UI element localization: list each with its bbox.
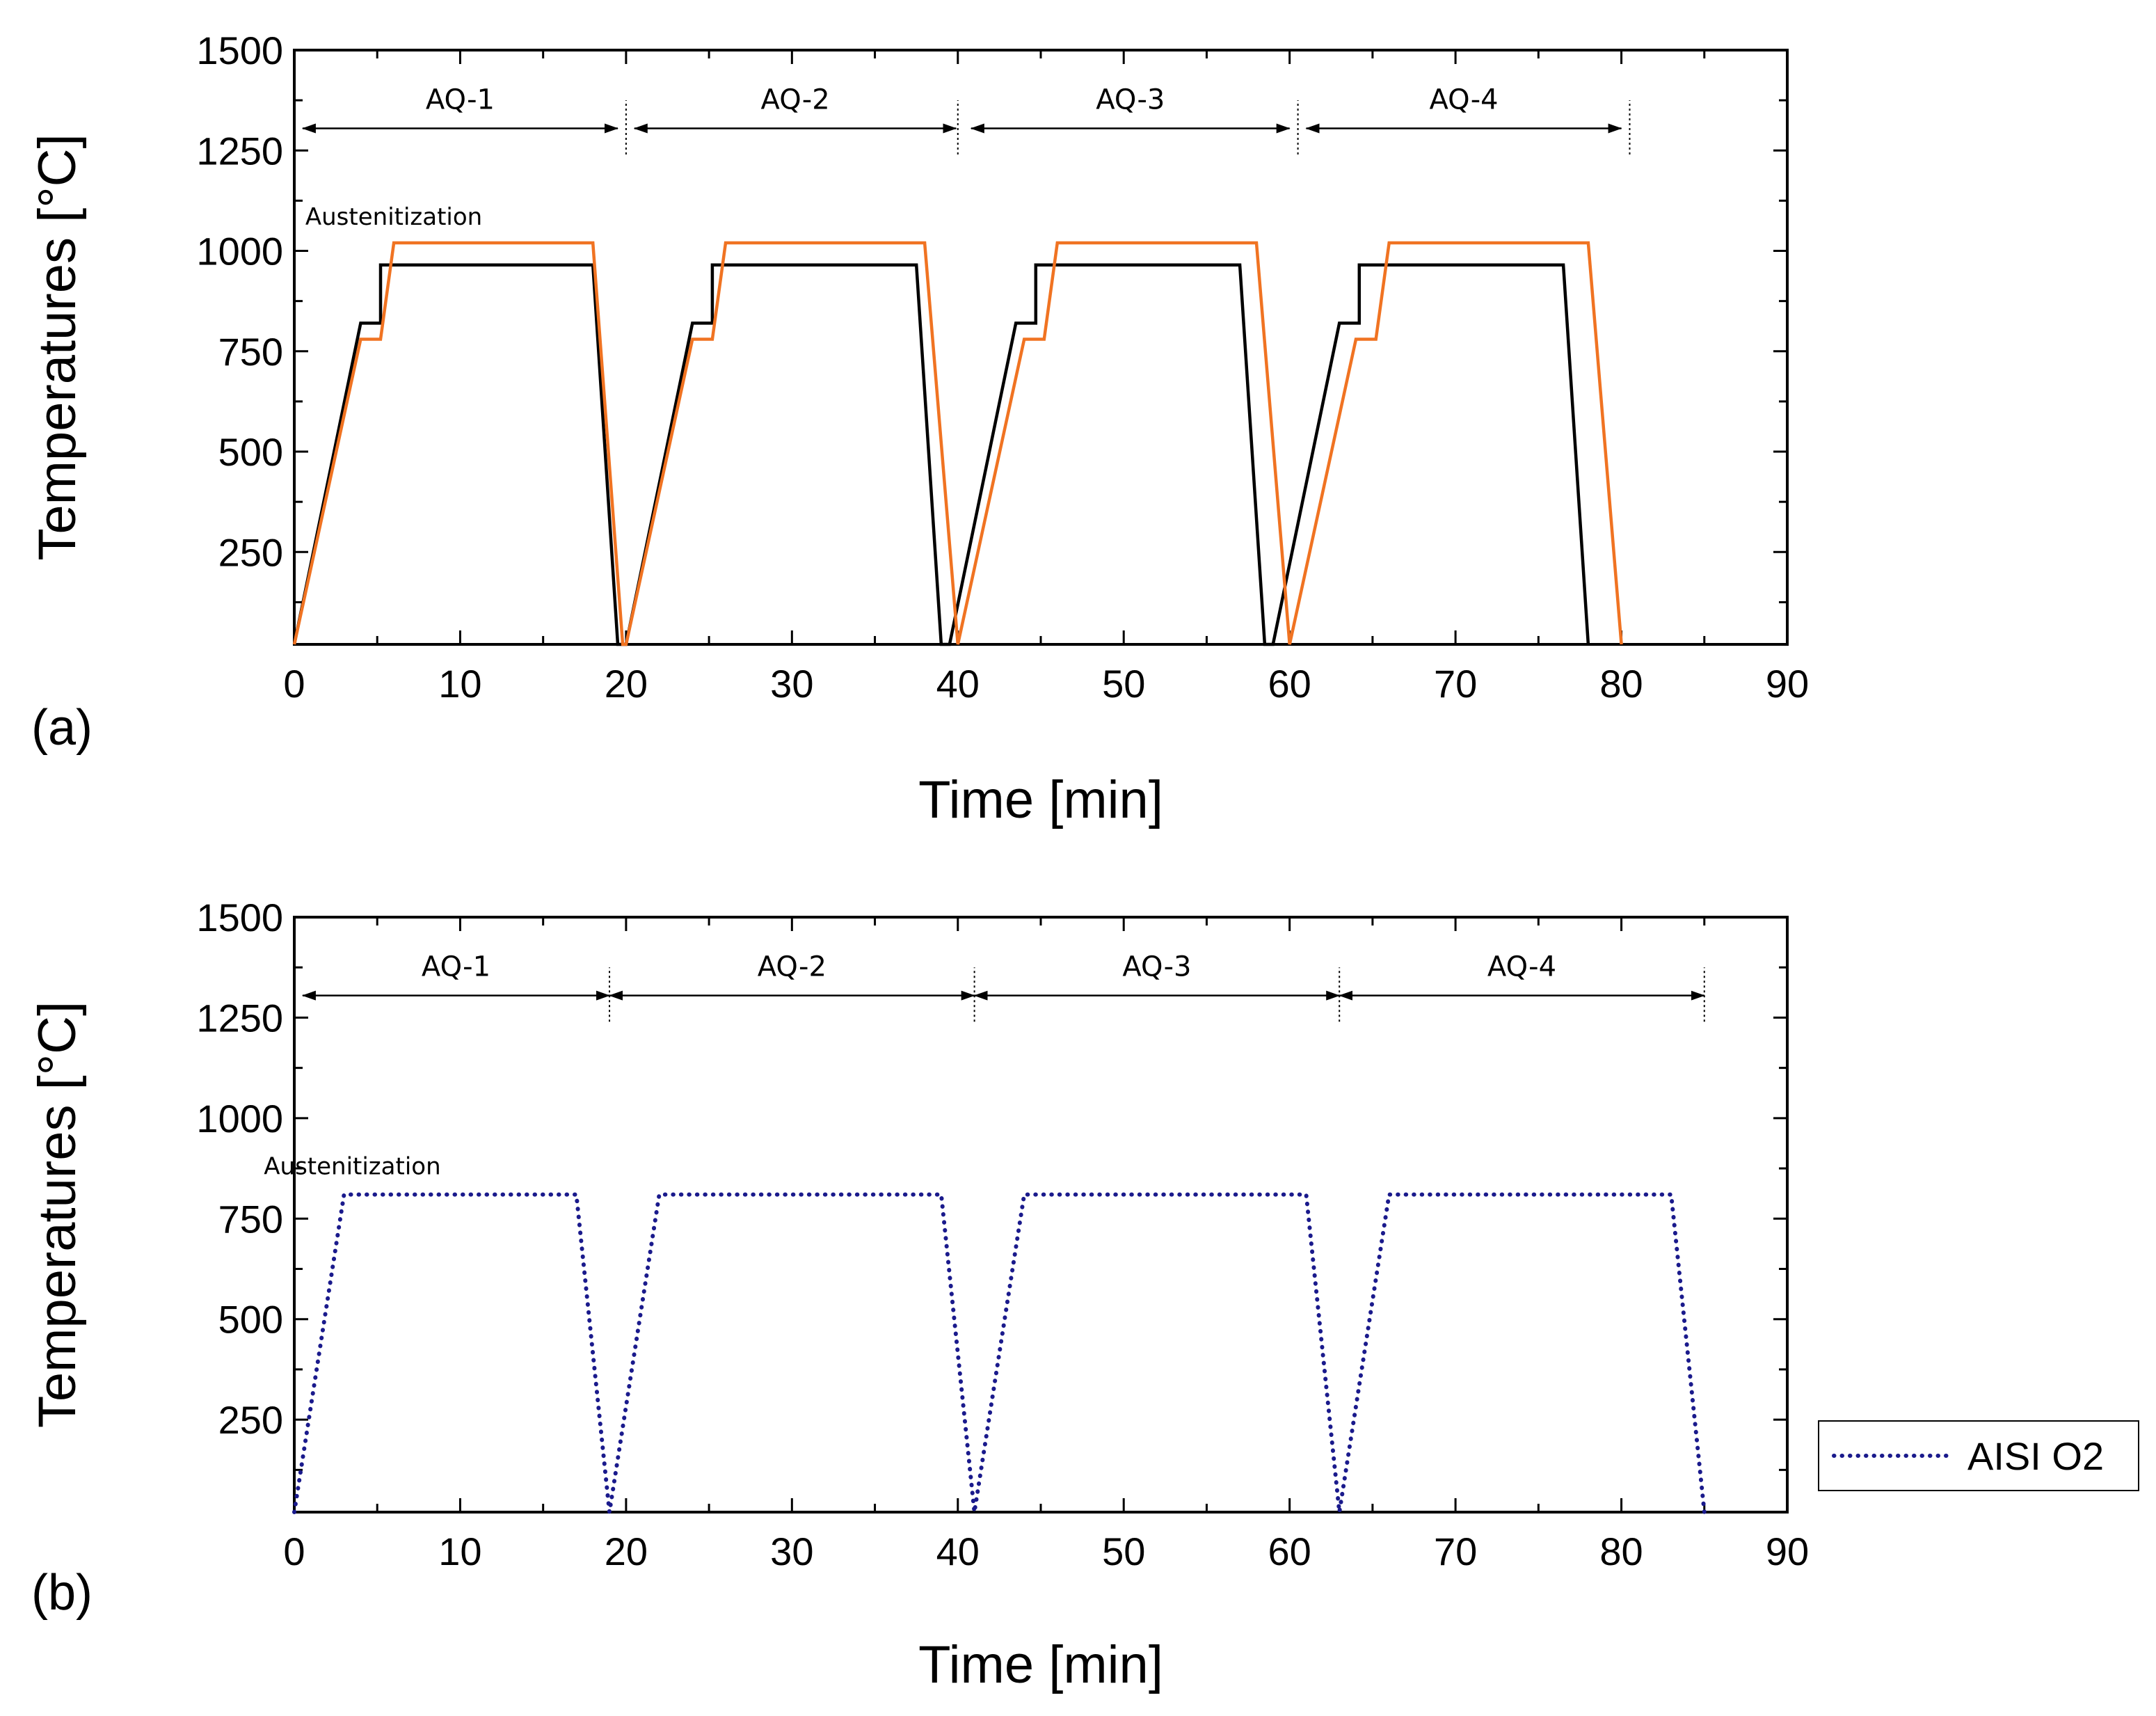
phase-label-aq-4: AQ-4 xyxy=(1429,84,1498,116)
phase-label-aq-3: AQ-3 xyxy=(1122,951,1191,983)
y-axis-title-b: Temperatures [°C] xyxy=(28,1001,87,1428)
x-tick-label: 10 xyxy=(438,1530,481,1573)
annotation-austenitization-a: Austenitization xyxy=(305,203,482,231)
y-tick-label: 1500 xyxy=(196,29,283,72)
y-tick-label: 1500 xyxy=(196,896,283,939)
x-tick-label: 30 xyxy=(770,1530,813,1573)
x-tick-label: 60 xyxy=(1268,1530,1311,1573)
phase-label-aq-1: AQ-1 xyxy=(422,951,490,983)
phase-label-aq-4: AQ-4 xyxy=(1487,951,1556,983)
y-tick-label: 1250 xyxy=(196,996,283,1040)
x-tick-label: 20 xyxy=(605,662,648,706)
x-tick-label: 0 xyxy=(283,1530,305,1573)
y-tick-label: 500 xyxy=(218,1298,283,1342)
x-tick-label: 90 xyxy=(1766,662,1809,706)
phase-label-aq-1: AQ-1 xyxy=(426,84,495,116)
plot-frame xyxy=(293,49,1789,646)
x-tick-label: 20 xyxy=(605,1530,648,1573)
y-axis-title-a: Temperatures [°C] xyxy=(28,134,87,560)
x-tick-label: 80 xyxy=(1599,662,1643,706)
panel-label-a: (a) xyxy=(31,700,93,756)
phase-label-aq-2: AQ-2 xyxy=(761,84,830,116)
plot-frame xyxy=(293,916,1789,1514)
y-tick-label: 250 xyxy=(218,1398,283,1442)
x-tick-label: 50 xyxy=(1102,1530,1145,1573)
y-tick-label: 1000 xyxy=(196,1097,283,1141)
series-line-black xyxy=(292,263,1590,646)
x-tick-label: 70 xyxy=(1434,662,1477,706)
phase-labels-b: AQ-1 AQ-2 AQ-3 AQ-4 xyxy=(422,951,1556,983)
panel-b: (b) Time [min] Temperatures [°C] Austeni… xyxy=(28,896,2139,1694)
phase-label-aq-3: AQ-3 xyxy=(1096,84,1165,116)
x-tick-label: 90 xyxy=(1766,1530,1809,1573)
phase-label-aq-2: AQ-2 xyxy=(758,951,827,983)
y-tick-label: 250 xyxy=(218,530,283,574)
legend: AISI O2 xyxy=(1818,1420,2139,1491)
series-line-orange xyxy=(292,241,1623,646)
y-tick-label: 1250 xyxy=(196,129,283,173)
legend-label: AISI O2 xyxy=(1967,1434,2104,1478)
y-tick-label: 1000 xyxy=(196,230,283,273)
y-tick-label: 750 xyxy=(218,1197,283,1241)
series-line-aisi-o2 xyxy=(292,1192,1707,1514)
x-tick-label: 80 xyxy=(1599,1530,1643,1573)
panel-a: (a) Time [min] Temperatures [°C] Austeni… xyxy=(28,29,1809,829)
annotation-austenitization-b: Austenitization xyxy=(264,1153,440,1181)
x-tick-label: 40 xyxy=(936,1530,980,1573)
x-tick-label: 10 xyxy=(438,662,481,706)
x-tick-label: 60 xyxy=(1268,662,1311,706)
x-axis-title-a: Time [min] xyxy=(918,770,1163,829)
y-tick-label: 500 xyxy=(218,430,283,474)
panel-label-b: (b) xyxy=(31,1565,93,1621)
x-tick-label: 50 xyxy=(1102,662,1145,706)
x-axis-title-b: Time [min] xyxy=(918,1635,1163,1694)
x-tick-label: 0 xyxy=(283,662,305,706)
x-tick-label: 40 xyxy=(936,662,980,706)
x-tick-label: 70 xyxy=(1434,1530,1477,1573)
x-tick-label: 30 xyxy=(770,662,813,706)
phase-labels-a: AQ-1 AQ-2 AQ-3 AQ-4 xyxy=(426,84,1499,116)
y-tick-label: 750 xyxy=(218,330,283,374)
